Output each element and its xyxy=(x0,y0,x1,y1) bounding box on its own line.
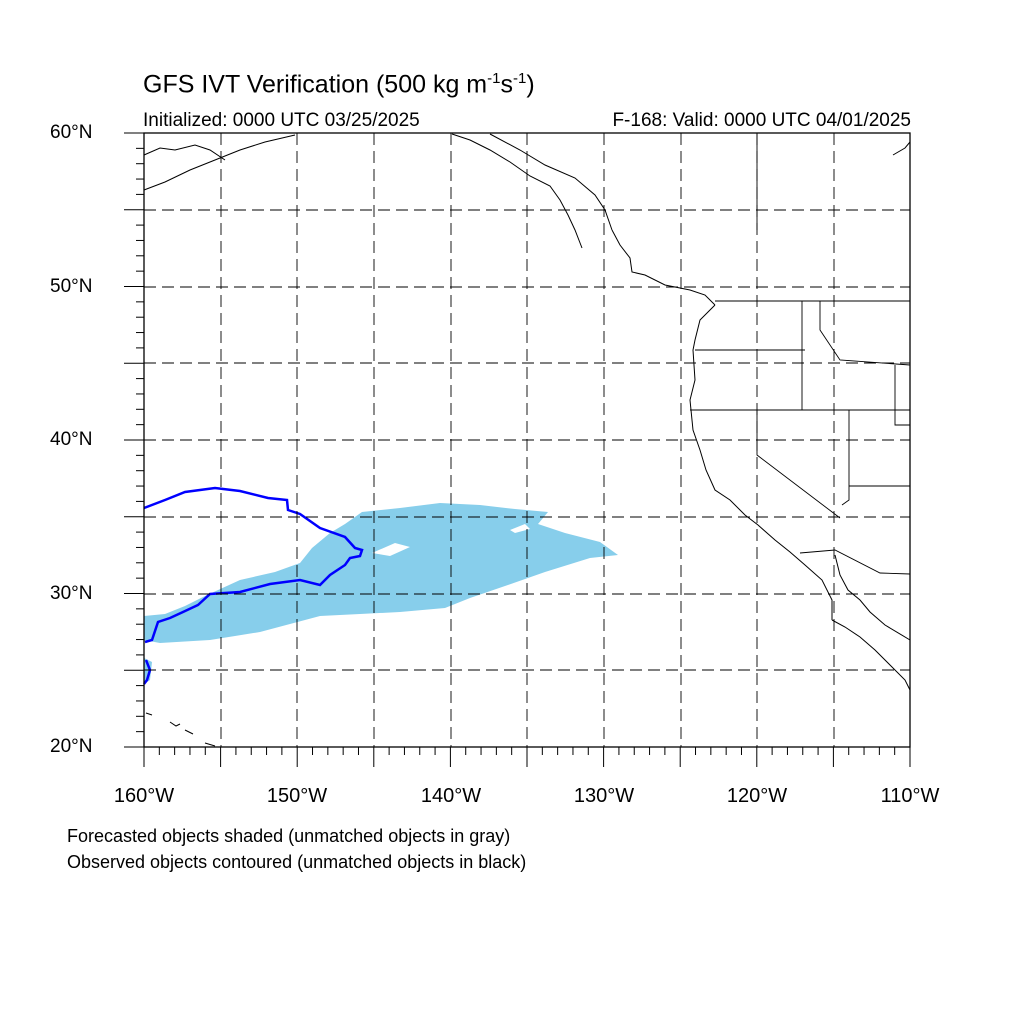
alaska-coast xyxy=(451,133,583,249)
baja-coast xyxy=(831,619,911,691)
lat-label-30: 30°N xyxy=(50,583,93,604)
lat-label-50: 50°N xyxy=(50,276,93,297)
lat-label-20: 20°N xyxy=(50,736,93,757)
state-border xyxy=(819,301,911,366)
state-border xyxy=(756,410,841,519)
alaska-coast xyxy=(143,144,226,161)
us-west-coast xyxy=(689,304,833,620)
lon-label-140w: 140°W xyxy=(420,785,482,807)
lon-label-120w: 120°W xyxy=(726,785,788,807)
forecast-object-small xyxy=(144,658,152,684)
lon-label-110w: 110°W xyxy=(880,785,940,807)
coastlines xyxy=(143,133,911,747)
lon-label-160w: 160°W xyxy=(113,785,175,807)
lat-label-40: 40°N xyxy=(50,429,93,450)
hudson-coast xyxy=(892,141,911,156)
initialized-time: Initialized: 0000 UTC 03/25/2025 xyxy=(143,110,420,131)
lon-label-150w: 150°W xyxy=(266,785,328,807)
state-border xyxy=(894,365,910,426)
gridlines xyxy=(144,133,910,747)
mexico-border xyxy=(799,549,911,575)
forecast-object-hole xyxy=(510,524,530,533)
axis-ticks xyxy=(124,132,911,767)
observed-contour xyxy=(143,486,364,644)
alaska-coast xyxy=(489,133,613,231)
bc-coast xyxy=(611,229,716,306)
forecast-object-hole xyxy=(372,543,410,556)
hawaii-islands xyxy=(145,712,216,747)
legend-observed-note: Observed objects contoured (unmatched ob… xyxy=(67,852,527,872)
observed-contour-small xyxy=(143,659,152,685)
forecast-object xyxy=(144,503,618,643)
alaska-coast xyxy=(143,134,296,191)
lat-label-60: 60°N xyxy=(50,122,93,143)
borders xyxy=(690,134,911,575)
lon-label-130w: 130°W xyxy=(573,785,635,807)
legend-forecast-note: Forecasted objects shaded (unmatched obj… xyxy=(67,826,511,846)
page-title: GFS IVT Verification (500 kg m-1s-1) xyxy=(143,70,535,99)
valid-time: F-168: Valid: 0000 UTC 04/01/2025 xyxy=(612,110,911,131)
gulf-coast xyxy=(834,554,911,641)
state-border xyxy=(841,410,850,506)
